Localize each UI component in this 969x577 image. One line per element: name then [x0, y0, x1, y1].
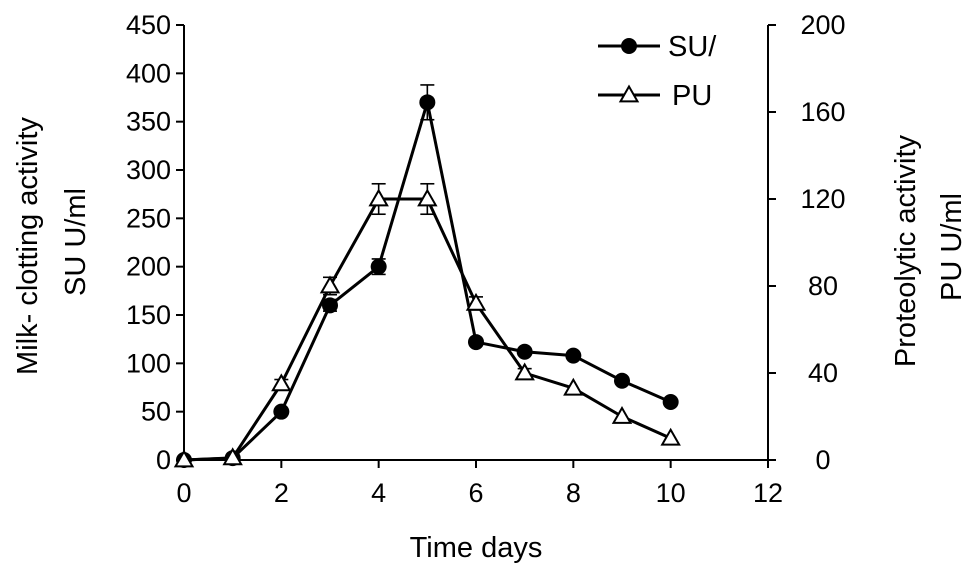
right-y-tick-label: 80	[808, 271, 838, 301]
data-point-su	[565, 347, 582, 364]
legend: SU/ PU	[598, 31, 717, 112]
left-y-axis-title-line-2: SU U/ml	[60, 188, 92, 296]
data-point-pu	[222, 447, 243, 466]
left-y-tick-label: 300	[126, 155, 171, 185]
legend-marker-su	[621, 38, 637, 54]
right-y-tick-label: 200	[800, 10, 845, 40]
series-su	[176, 84, 679, 468]
left-y-tick-label: 0	[156, 445, 171, 475]
data-point-pu	[514, 362, 535, 381]
left-y-tick-label: 50	[141, 397, 171, 427]
right-y-tick-label: 120	[800, 184, 845, 214]
data-point-su	[662, 394, 679, 410]
x-tick-label: 2	[274, 478, 289, 508]
right-y-axis-title-line-1: Proteolytic activity	[890, 134, 922, 367]
data-point-su	[516, 343, 533, 360]
data-point-pu	[611, 405, 633, 424]
data-point-su	[370, 258, 387, 275]
data-point-pu	[465, 292, 487, 311]
x-tick-label: 12	[753, 478, 783, 508]
right-y-axis-title-line-2: PU U/ml	[936, 193, 968, 301]
data-point-pu	[660, 427, 681, 446]
legend-marker-pu	[618, 84, 640, 103]
data-point-pu	[368, 188, 389, 207]
x-tick-label: 10	[656, 478, 686, 508]
right-y-tick-label: 160	[800, 97, 845, 127]
left-y-tick-label: 200	[126, 252, 171, 282]
right-y-tick-label: 40	[808, 358, 838, 388]
data-point-su	[419, 94, 436, 111]
left-y-axis-title-line-1: Milk- clotting activity	[12, 117, 44, 375]
right-y-ticks: 0 40 80 120 160 200	[768, 10, 846, 475]
left-y-tick-label: 400	[126, 58, 171, 88]
data-point-pu	[271, 373, 292, 392]
data-point-pu	[563, 377, 584, 396]
series-line-pu	[183, 197, 672, 462]
x-ticks: 0 2 4 6 8 10 12	[176, 460, 783, 508]
left-y-tick-label: 100	[126, 348, 171, 378]
series-pu	[173, 182, 681, 468]
series-layer	[173, 84, 681, 468]
right-y-axis-title: Proteolytic activity PU U/ml	[890, 127, 968, 367]
left-y-ticks: 0 50 100 150 200 250 300 350 400 450	[126, 10, 184, 475]
legend-label-su: SU/	[668, 31, 717, 63]
x-axis-title: Time days	[410, 532, 543, 564]
x-tick-label: 4	[371, 478, 386, 508]
data-point-su	[322, 297, 338, 314]
left-y-tick-label: 150	[126, 300, 171, 330]
x-tick-label: 6	[468, 478, 483, 508]
data-point-su	[468, 334, 484, 351]
data-point-pu	[319, 275, 341, 294]
left-y-axis-title: Milk- clotting activity SU U/ml	[12, 109, 92, 375]
data-point-su	[614, 372, 630, 389]
x-tick-label: 8	[566, 478, 581, 508]
data-point-pu	[417, 188, 438, 207]
legend-label-pu: PU	[672, 80, 712, 112]
series-line-su	[183, 100, 672, 462]
right-y-tick-label: 0	[815, 445, 830, 475]
x-tick-label: 0	[176, 478, 191, 508]
data-point-pu	[173, 449, 195, 468]
data-point-su	[273, 403, 290, 420]
left-y-tick-label: 350	[126, 107, 171, 137]
left-y-tick-label: 450	[126, 10, 171, 40]
left-y-tick-label: 250	[126, 203, 171, 233]
